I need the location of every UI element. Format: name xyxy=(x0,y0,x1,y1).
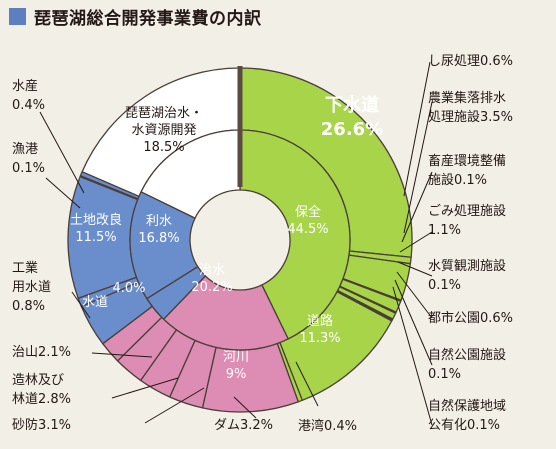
label-biwako: 琵琶湖治水・水資源開発 18.5% xyxy=(125,106,203,155)
label-shizenhogo-line-1: 公有化0.1% xyxy=(428,418,500,433)
label-sabo-line-0: 砂防3.1% xyxy=(12,417,71,433)
label-suishitsu: 水質観測施設 0.1% xyxy=(428,258,506,293)
leader-line-10 xyxy=(144,387,205,424)
label-shinyo-line-0: し尿処理0.6% xyxy=(428,54,513,69)
inner-slice-0 xyxy=(239,129,351,340)
leader-line-14 xyxy=(45,177,81,209)
leader-line-1 xyxy=(403,101,433,234)
label-suido_val: 4.0% xyxy=(112,281,145,296)
label-shizenkoen-line-0: 自然公園施設 xyxy=(428,347,506,363)
label-dam-line-0: ダム3.2% xyxy=(214,418,273,433)
label-suishitsu-line-0: 水質観測施設 xyxy=(428,258,506,274)
chart-title-row: 琵琶湖総合開発事業費の内訳 xyxy=(9,4,262,29)
label-toshi: 都市公園0.6% xyxy=(428,310,513,326)
label-kogyo: 工業用水道 0.8% xyxy=(12,260,51,314)
label-biwako-line-1: 水資源開発 xyxy=(131,123,196,138)
label-risui-line-1: 16.8% xyxy=(138,231,179,246)
label-shizenhogo: 自然保護地域公有化0.1% xyxy=(428,398,506,433)
label-kogyo-line-1: 用水道 xyxy=(12,280,51,295)
leader-line-0 xyxy=(403,61,431,197)
label-zorin-line-1: 林道2.8% xyxy=(12,392,71,407)
title-marker xyxy=(9,7,26,25)
label-doro: 道路 11.3% xyxy=(299,313,340,346)
label-gomi-line-1: 1.1% xyxy=(428,223,461,238)
label-kogyo-line-0: 工業 xyxy=(12,260,38,276)
leader-line-8 xyxy=(295,361,319,407)
label-tochi: 土地改良 11.5% xyxy=(70,212,122,245)
label-suisan: 水産 0.4% xyxy=(12,78,45,113)
label-kasen-line-0: 河川 xyxy=(223,350,249,365)
label-hozen: 保全 44.5% xyxy=(287,204,328,237)
label-shizenhogo-line-0: 自然保護地域 xyxy=(428,398,506,414)
leader-line-11 xyxy=(111,377,179,399)
label-chikusan-line-0: 畜産環境整備 xyxy=(428,153,506,169)
label-suido-line-0: 水道 xyxy=(82,295,108,310)
label-tochi-line-0: 土地改良 xyxy=(70,212,122,228)
label-gyoko: 漁港 0.1% xyxy=(12,142,45,176)
label-suido: 水道 xyxy=(82,295,108,310)
leader-line-3 xyxy=(399,231,433,253)
label-suisan-line-0: 水産 xyxy=(12,78,38,94)
label-gomi: ごみ処理施設 1.1% xyxy=(428,203,506,238)
leader-line-4 xyxy=(397,261,433,277)
label-doro-line-0: 道路 xyxy=(307,313,333,329)
label-kowan-line-0: 港湾0.4% xyxy=(298,418,357,434)
label-kowan: 港湾0.4% xyxy=(298,418,357,434)
label-shinyo: し尿処理0.6% xyxy=(428,54,513,69)
label-sabo: 砂防3.1% xyxy=(12,417,71,433)
label-dam: ダム3.2% xyxy=(214,418,273,433)
label-hozen-line-1: 44.5% xyxy=(287,222,328,237)
label-hozen-line-0: 保全 xyxy=(295,204,321,220)
label-zorin-line-0: 造林及び xyxy=(12,373,64,388)
label-chisan-line-0: 治山2.1% xyxy=(12,345,71,360)
leader-line-6 xyxy=(394,279,433,366)
leader-line-7 xyxy=(392,286,433,426)
leader-lines xyxy=(39,61,433,426)
slice-labels: 下水道 26.6% 琵琶湖治水・水資源開発 18.5% 保全 44.5% 利水 16.8% 土地… xyxy=(12,54,513,434)
label-suido_val-line-0: 4.0% xyxy=(112,281,145,296)
label-shizenkoen: 自然公園施設 0.1% xyxy=(428,347,506,382)
inner-slice-4 xyxy=(140,129,241,219)
inner-slice-1 xyxy=(162,275,289,351)
label-kasen: 河川 9% xyxy=(223,350,249,382)
label-suishitsu-line-1: 0.1% xyxy=(428,278,461,293)
label-gesuido: 下水道 26.6% xyxy=(321,94,383,140)
chart-title: 琵琶湖総合開発事業費の内訳 xyxy=(34,8,262,29)
label-nogyo-line-0: 農業集落排水 xyxy=(428,90,506,106)
label-biwako-line-2: 18.5% xyxy=(143,140,184,155)
label-zorin: 造林及び林道2.8% xyxy=(12,373,71,407)
label-risui: 利水 16.8% xyxy=(138,214,179,246)
label-chikusan-line-1: 施設0.1% xyxy=(428,172,487,188)
label-chisui-line-1: 20.2% xyxy=(191,280,232,295)
label-gesuido-line-1: 26.6% xyxy=(321,119,383,140)
outer-ring xyxy=(67,67,413,413)
leader-line-5 xyxy=(396,271,433,319)
label-toshi-line-0: 都市公園0.6% xyxy=(428,310,513,326)
leader-line-9 xyxy=(233,396,257,419)
inner-ring xyxy=(129,129,351,351)
label-gyoko-line-1: 0.1% xyxy=(12,161,45,176)
leader-line-13 xyxy=(71,291,91,319)
label-chisui: 治水 20.2% xyxy=(191,263,232,295)
label-chisui-line-0: 治水 xyxy=(199,263,225,278)
label-gyoko-line-0: 漁港 xyxy=(12,142,38,157)
label-nogyo-line-1: 処理施設3.5% xyxy=(428,109,513,125)
label-kogyo-line-2: 0.8% xyxy=(12,299,45,314)
label-kasen-line-1: 9% xyxy=(226,367,247,382)
leader-line-15 xyxy=(39,111,85,194)
label-nogyo: 農業集落排水処理施設3.5% xyxy=(428,90,513,125)
label-tochi-line-1: 11.5% xyxy=(75,230,116,245)
label-chikusan: 畜産環境整備施設0.1% xyxy=(428,153,506,188)
label-biwako-line-0: 琵琶湖治水・ xyxy=(125,106,203,121)
label-risui-line-0: 利水 xyxy=(146,214,172,229)
label-gomi-line-0: ごみ処理施設 xyxy=(428,203,506,219)
label-suisan-line-1: 0.4% xyxy=(12,98,45,113)
label-gesuido-line-0: 下水道 xyxy=(325,94,379,116)
label-doro-line-1: 11.3% xyxy=(299,331,340,346)
leader-line-2 xyxy=(401,171,433,243)
label-chisan: 治山2.1% xyxy=(12,345,71,360)
label-shizenkoen-line-1: 0.1% xyxy=(428,367,461,382)
leader-line-12 xyxy=(91,352,153,358)
